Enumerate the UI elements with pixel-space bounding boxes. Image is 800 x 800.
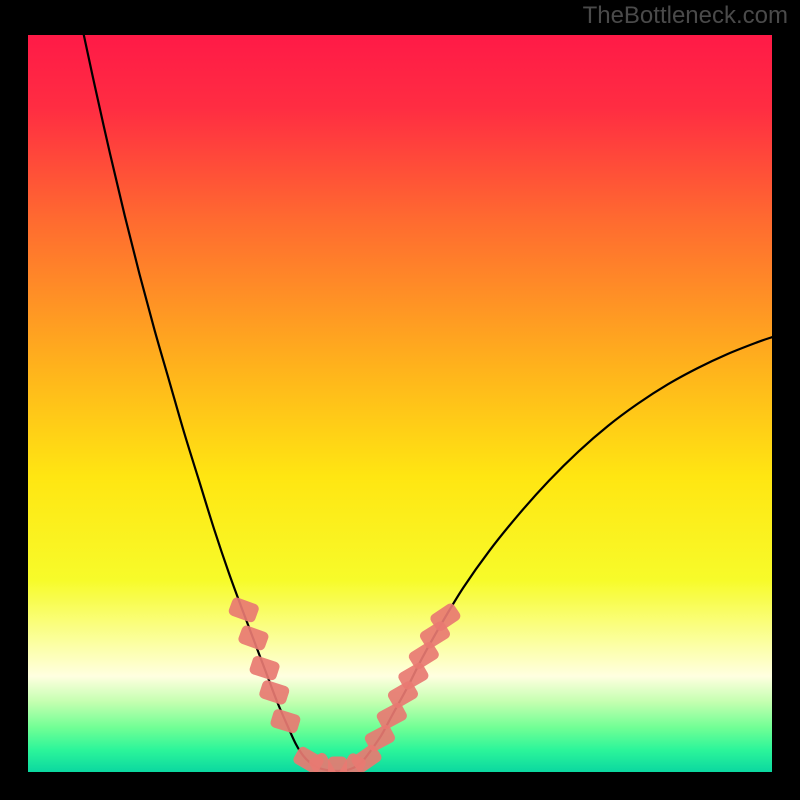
plot-area: [28, 35, 772, 772]
attribution-label: TheBottleneck.com: [583, 2, 788, 30]
bottleneck-chart: TheBottleneck.com: [0, 0, 800, 800]
chart-canvas: [0, 0, 800, 800]
